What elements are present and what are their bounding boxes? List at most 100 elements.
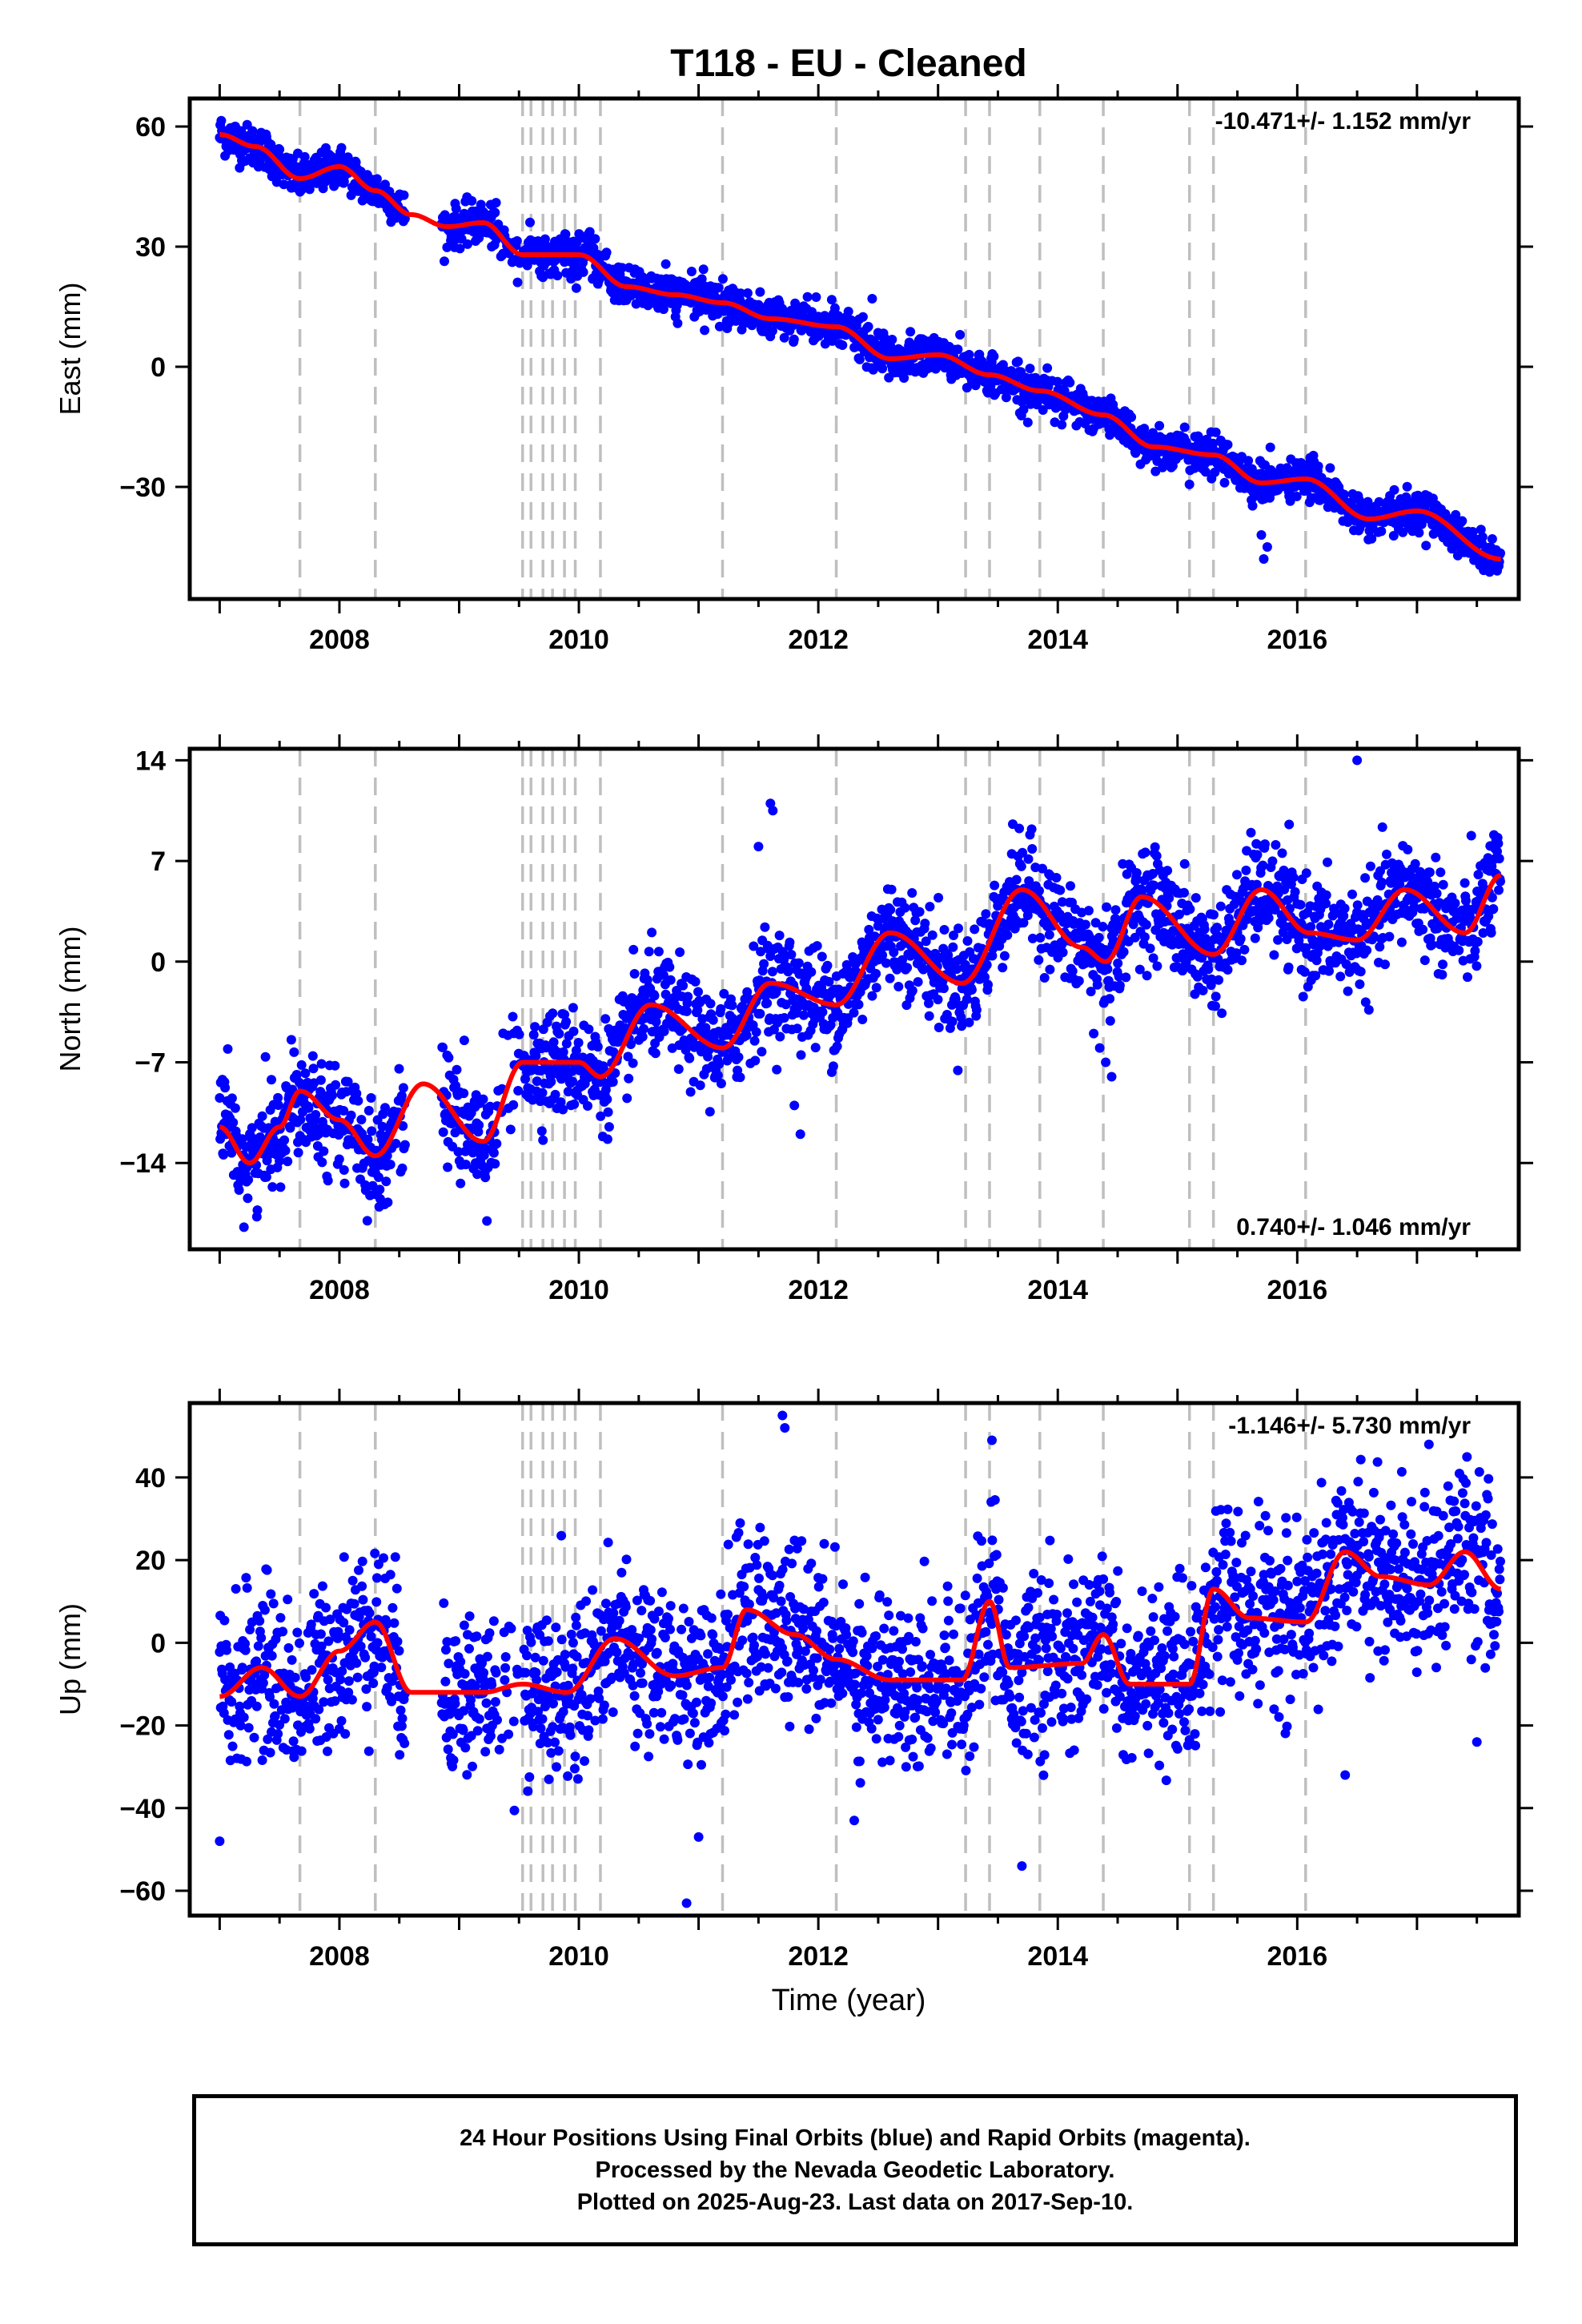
data-point [933,995,943,1005]
data-point [1059,386,1070,396]
data-point [1376,526,1387,537]
data-point [1288,872,1299,883]
data-point [275,1182,286,1192]
data-point [760,922,770,932]
data-point [578,267,588,277]
data-point [749,1035,760,1046]
data-point [265,1747,275,1758]
data-point [237,1134,247,1144]
data-point [240,1645,251,1655]
data-point [955,330,966,340]
data-point [826,295,837,305]
data-point [629,969,640,979]
data-point [269,1699,279,1709]
data-point [592,1042,603,1052]
data-point [380,1103,390,1113]
data-point [751,1027,761,1037]
data-point [287,1655,297,1665]
data-point [948,942,958,952]
data-point [1487,534,1497,544]
data-point [907,986,917,995]
data-point [241,1573,251,1583]
data-point [673,1064,684,1074]
data-point [1184,479,1195,489]
data-point [1278,927,1288,938]
data-point [1269,950,1279,960]
data-point [308,1063,319,1074]
data-point [971,1005,982,1015]
data-point [568,1003,578,1013]
data-point [485,1101,496,1112]
data-point [460,1160,471,1170]
data-point [1141,919,1151,930]
data-point [796,1050,806,1060]
data-point [1355,979,1365,989]
data-point [625,1039,636,1049]
data-point [1025,364,1035,374]
data-point [227,1741,238,1751]
data-point [1197,953,1207,963]
data-point [235,1720,246,1731]
data-point [1291,491,1302,501]
data-point [1487,861,1497,871]
data-point [793,958,804,968]
data-point [902,963,913,973]
data-point [247,1617,257,1627]
data-point [983,979,993,990]
x-tick-label: 2008 [309,625,370,655]
data-point [1235,934,1246,944]
x-tick-label: 2016 [1267,1275,1328,1305]
data-point [1026,824,1037,834]
data-point [999,951,1010,961]
y-tick-label: 0 [151,352,166,383]
data-point [1252,850,1263,860]
data-point [934,893,944,903]
data-point [768,806,778,816]
data-point [247,126,258,136]
data-point [514,1029,524,1039]
data-point [267,1651,277,1661]
data-point [779,1013,789,1023]
data-point [642,975,652,985]
data-point [953,344,963,355]
data-point [325,1614,335,1625]
data-point [1277,848,1287,858]
data-point [1290,887,1300,897]
data-point [1437,970,1447,980]
data-point [532,1076,542,1087]
data-point [231,1584,241,1594]
data-point [1247,501,1258,511]
data-point [602,1134,612,1144]
data-point [381,1176,391,1187]
data-point [789,1100,800,1111]
data-point [713,1070,723,1080]
data-point [1105,1015,1115,1026]
data-point [1251,879,1262,890]
data-point [508,1011,518,1022]
data-point [1396,937,1407,947]
data-point [263,1734,273,1744]
data-point [273,1100,283,1110]
data-point [1355,967,1366,977]
data-point [1250,933,1260,943]
data-point [289,1047,299,1057]
data-point [273,1729,283,1739]
data-point [1323,919,1334,930]
data-point [220,1675,231,1685]
data-point [243,1723,254,1733]
data-point [749,941,759,951]
data-point [1352,900,1363,911]
data-point [750,1055,761,1066]
data-point [927,930,938,940]
y-tick-label: −14 [119,1148,166,1179]
data-point [1215,901,1226,911]
data-point [650,1048,661,1059]
data-point [334,1154,344,1164]
data-point [1209,910,1219,920]
data-point [1477,532,1488,542]
data-point [283,1156,293,1167]
data-point [363,1134,373,1144]
data-point [505,1124,516,1135]
data-point [989,352,999,361]
